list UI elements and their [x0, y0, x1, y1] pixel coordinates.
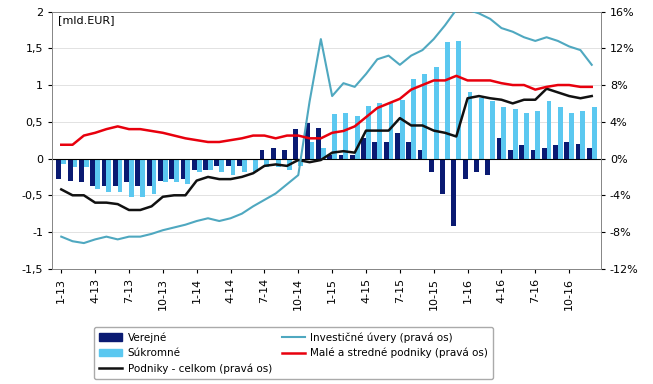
Bar — [253, 159, 258, 172]
Bar — [192, 159, 197, 170]
Bar — [147, 159, 151, 187]
Bar — [321, 147, 326, 159]
Bar — [90, 159, 95, 187]
Bar — [429, 159, 434, 172]
Bar — [542, 147, 547, 159]
Bar — [456, 41, 461, 159]
Bar — [68, 159, 72, 180]
Bar — [502, 107, 506, 159]
Bar — [282, 150, 287, 159]
Bar — [366, 106, 371, 159]
Bar — [106, 159, 111, 192]
Bar — [197, 159, 202, 172]
Bar — [411, 79, 416, 159]
Bar — [310, 142, 314, 159]
Bar — [316, 127, 321, 159]
Bar — [135, 159, 140, 187]
Bar — [535, 111, 540, 159]
Bar — [231, 159, 235, 175]
Bar — [185, 159, 190, 184]
Bar — [587, 147, 592, 159]
Bar — [422, 74, 427, 159]
Bar — [203, 159, 208, 170]
Bar — [547, 101, 551, 159]
Bar — [445, 42, 450, 159]
Bar — [400, 100, 405, 159]
Bar — [181, 159, 185, 179]
Bar — [384, 142, 389, 159]
Bar — [350, 155, 355, 159]
Bar — [140, 159, 145, 197]
Bar — [276, 159, 281, 167]
Bar — [118, 159, 123, 192]
Bar — [271, 147, 276, 159]
Bar — [264, 159, 269, 167]
Bar — [226, 159, 231, 166]
Bar — [576, 144, 581, 159]
Bar — [530, 150, 535, 159]
Bar — [293, 129, 298, 159]
Bar — [158, 159, 163, 180]
Bar — [519, 145, 524, 159]
Bar — [581, 111, 585, 159]
Bar — [513, 109, 518, 159]
Bar — [298, 159, 303, 166]
Bar — [508, 150, 513, 159]
Bar — [490, 101, 495, 159]
Bar — [169, 159, 174, 179]
Bar — [524, 113, 529, 159]
Bar — [72, 159, 77, 167]
Bar — [151, 159, 156, 194]
Bar — [497, 138, 502, 159]
Bar — [485, 159, 490, 175]
Bar — [592, 107, 597, 159]
Bar — [564, 142, 569, 159]
Bar — [260, 150, 264, 159]
Bar — [451, 159, 456, 226]
Bar — [61, 159, 66, 164]
Bar — [361, 138, 366, 159]
Bar — [569, 113, 574, 159]
Bar — [287, 159, 292, 170]
Bar — [463, 159, 468, 179]
Bar — [102, 159, 106, 187]
Bar — [395, 133, 400, 159]
Bar — [332, 114, 337, 159]
Bar — [327, 155, 332, 159]
Bar — [372, 142, 377, 159]
Bar — [129, 159, 134, 197]
Bar — [248, 159, 253, 160]
Bar — [474, 159, 479, 172]
Bar — [377, 103, 382, 159]
Text: [mld.EUR]: [mld.EUR] — [57, 15, 114, 25]
Bar — [95, 159, 100, 189]
Legend: Verejné, Súkromné, Podniky - celkom (pravá os), Investičné úvery (pravá os), Mal: Verejné, Súkromné, Podniky - celkom (pra… — [94, 327, 494, 379]
Bar — [406, 142, 411, 159]
Bar — [214, 159, 219, 166]
Bar — [219, 159, 224, 172]
Bar — [558, 107, 563, 159]
Bar — [174, 159, 179, 182]
Bar — [339, 155, 343, 159]
Bar — [242, 159, 247, 172]
Bar — [355, 116, 360, 159]
Bar — [56, 159, 61, 179]
Bar — [343, 113, 348, 159]
Bar — [553, 145, 558, 159]
Bar — [237, 159, 242, 166]
Bar — [84, 159, 89, 167]
Bar — [479, 98, 484, 159]
Bar — [389, 103, 393, 159]
Bar — [305, 123, 310, 159]
Bar — [163, 159, 168, 182]
Bar — [113, 159, 118, 187]
Bar — [208, 159, 213, 170]
Bar — [434, 67, 439, 159]
Bar — [468, 93, 472, 159]
Bar — [418, 150, 422, 159]
Bar — [124, 159, 129, 182]
Bar — [79, 159, 84, 182]
Bar — [440, 159, 445, 194]
